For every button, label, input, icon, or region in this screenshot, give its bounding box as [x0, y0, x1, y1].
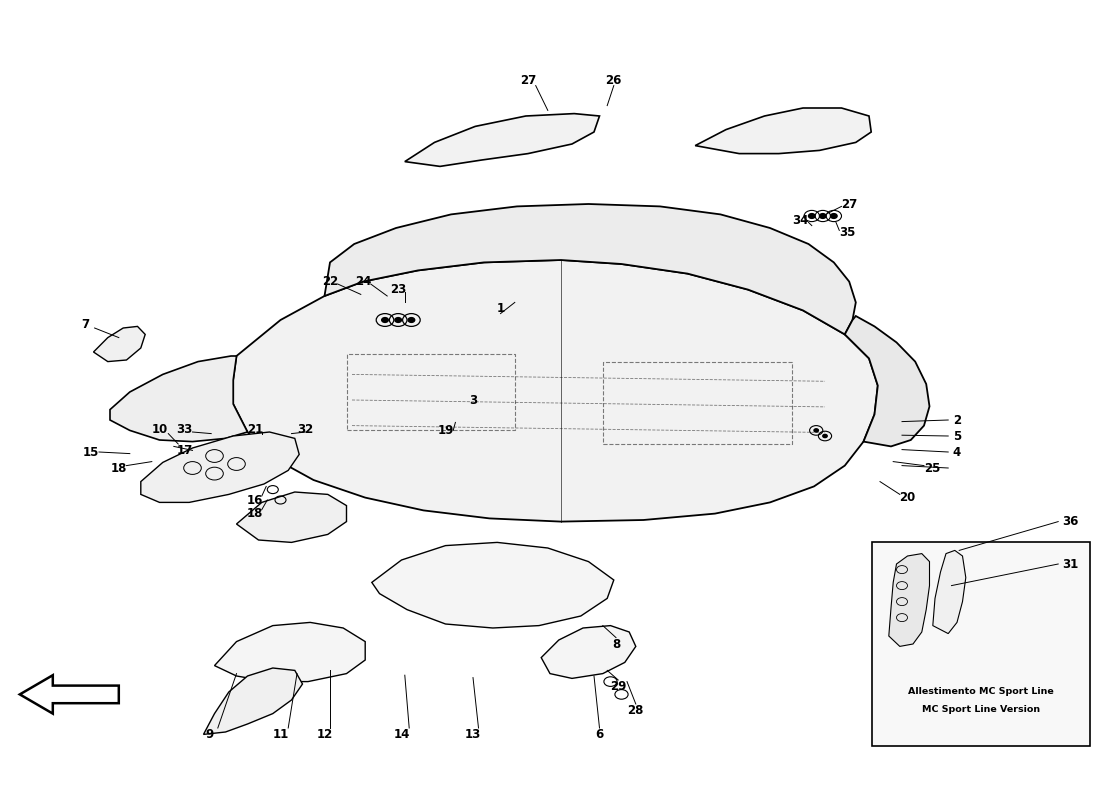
Polygon shape: [889, 554, 930, 646]
Text: 15: 15: [84, 446, 99, 458]
Text: a passion for parts since 1985: a passion for parts since 1985: [340, 450, 760, 478]
FancyBboxPatch shape: [872, 542, 1090, 746]
Text: 7: 7: [81, 318, 90, 330]
Text: 6: 6: [595, 728, 604, 741]
Text: 1: 1: [496, 302, 505, 314]
Polygon shape: [204, 668, 302, 734]
Text: 22: 22: [322, 275, 338, 288]
Text: 27: 27: [520, 74, 536, 86]
Text: 17: 17: [177, 444, 192, 457]
Circle shape: [408, 318, 415, 322]
Circle shape: [395, 318, 402, 322]
Polygon shape: [214, 622, 365, 682]
Text: 16: 16: [248, 494, 263, 506]
Text: 34: 34: [793, 214, 808, 226]
Polygon shape: [933, 550, 966, 634]
Text: 18: 18: [111, 462, 126, 474]
Text: 26: 26: [606, 74, 621, 86]
Text: 36: 36: [1063, 515, 1078, 528]
Text: 8: 8: [612, 638, 620, 650]
Text: 32: 32: [298, 423, 314, 436]
Polygon shape: [405, 114, 600, 166]
Text: 27: 27: [842, 198, 857, 210]
Circle shape: [823, 434, 827, 438]
Text: 35: 35: [839, 226, 855, 238]
Text: 31: 31: [1063, 558, 1078, 570]
Text: MC Sport Line Version: MC Sport Line Version: [922, 705, 1041, 714]
Text: Allestimento MC Sport Line: Allestimento MC Sport Line: [909, 686, 1054, 696]
Polygon shape: [324, 204, 856, 334]
Circle shape: [820, 214, 826, 218]
Text: 18: 18: [248, 507, 263, 520]
Polygon shape: [141, 432, 299, 502]
Text: 21: 21: [248, 423, 263, 436]
Polygon shape: [372, 542, 614, 628]
Text: 12: 12: [317, 728, 332, 741]
Text: 13: 13: [465, 728, 481, 741]
Polygon shape: [236, 492, 346, 542]
FancyArrow shape: [20, 675, 119, 714]
Polygon shape: [845, 316, 930, 446]
Text: 19: 19: [438, 424, 453, 437]
Polygon shape: [695, 108, 871, 154]
Circle shape: [808, 214, 815, 218]
Polygon shape: [110, 356, 248, 442]
Text: 4: 4: [953, 446, 961, 458]
Text: 2: 2: [953, 414, 961, 426]
Circle shape: [382, 318, 388, 322]
Polygon shape: [94, 326, 145, 362]
Text: 10: 10: [152, 423, 167, 436]
Text: 23: 23: [390, 283, 406, 296]
Polygon shape: [541, 626, 636, 678]
Text: 29: 29: [610, 680, 626, 693]
Circle shape: [814, 429, 818, 432]
Polygon shape: [233, 260, 878, 522]
Text: 28: 28: [628, 704, 643, 717]
Text: 5: 5: [953, 430, 961, 442]
Text: 14: 14: [394, 728, 409, 741]
Text: 25: 25: [925, 462, 940, 474]
Text: 33: 33: [177, 423, 192, 436]
Text: 211Sports: 211Sports: [341, 350, 759, 418]
Text: 20: 20: [900, 491, 915, 504]
Circle shape: [830, 214, 837, 218]
Text: 24: 24: [355, 275, 371, 288]
Text: 3: 3: [469, 394, 477, 406]
Text: 11: 11: [273, 728, 288, 741]
Text: 9: 9: [205, 728, 213, 741]
